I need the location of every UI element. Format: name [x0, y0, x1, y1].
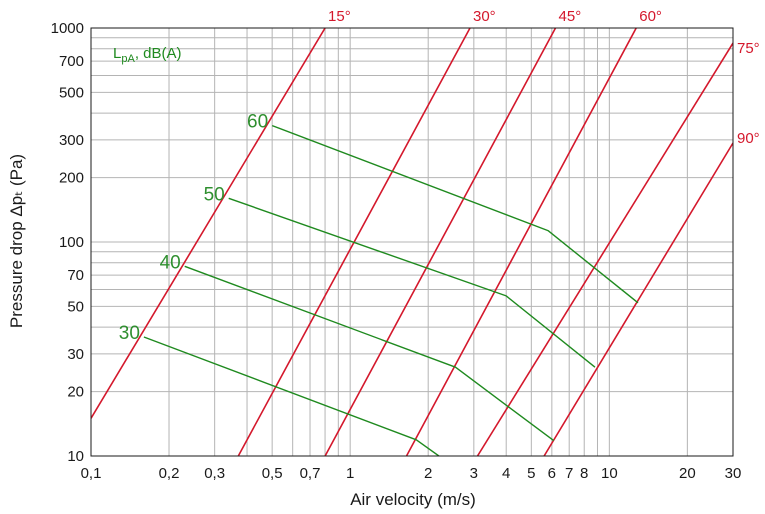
sound-level-line	[143, 336, 440, 456]
damper-angle-line	[91, 28, 326, 419]
damper-angle-line	[543, 142, 733, 456]
x-axis-title: Air velocity (m/s)	[350, 490, 476, 509]
x-tick-label: 6	[548, 465, 556, 482]
x-tick-label: 4	[502, 465, 510, 482]
y-tick-label: 700	[59, 53, 84, 70]
unit-label-sub: pA	[121, 53, 135, 65]
damper-angle-label: 45°	[559, 8, 582, 25]
x-tick-label: 0,2	[159, 465, 180, 482]
damper-angle-label: 90°	[737, 130, 760, 147]
y-tick-label: 30	[67, 346, 84, 363]
sound-level-line	[184, 265, 555, 442]
y-tick-label: 20	[67, 384, 84, 401]
y-tick-label: 1000	[51, 20, 84, 37]
damper-angle-line	[324, 28, 557, 456]
x-tick-label: 0,1	[81, 465, 102, 482]
plot-frame	[90, 27, 734, 457]
y-tick-label: 50	[67, 298, 84, 315]
x-tick-label: 7	[565, 465, 573, 482]
grid	[90, 27, 734, 457]
x-tick-label: 0,5	[262, 465, 283, 482]
x-tick-label: 10	[601, 465, 618, 482]
sound-level-label: 30	[119, 323, 140, 344]
damper-angle-label: 30°	[473, 8, 496, 25]
x-tick-label: 2	[424, 465, 432, 482]
x-tick-label: 20	[679, 465, 696, 482]
y-tick-label: 70	[67, 267, 84, 284]
damper-angle-lines	[91, 28, 733, 456]
unit-label-main: L	[113, 45, 121, 62]
damper-angle-label: 60°	[639, 8, 662, 25]
x-tick-label: 30	[725, 465, 742, 482]
y-tick-label: 100	[59, 234, 84, 251]
x-tick-label: 0,3	[204, 465, 225, 482]
x-tick-label: 0,7	[300, 465, 321, 482]
y-tick-labels: 10 20 30 50 70 100 200 300 500 700 1000	[51, 20, 84, 465]
sound-level-labels: 30 40 50 60	[119, 112, 268, 344]
x-tick-label: 3	[470, 465, 478, 482]
damper-angle-line	[405, 28, 637, 456]
sound-level-label: 60	[247, 112, 268, 133]
x-tick-label: 8	[580, 465, 588, 482]
damper-angle-label: 15°	[328, 8, 351, 25]
sound-level-unit-label: LpA, dB(A)	[113, 45, 182, 65]
y-tick-label: 300	[59, 132, 84, 149]
damper-angle-label: 75°	[737, 40, 760, 57]
y-tick-label: 200	[59, 170, 84, 187]
sound-level-lines	[143, 124, 639, 456]
sound-level-label: 40	[160, 252, 181, 273]
x-tick-labels: 0,1 0,2 0,3 0,5 0,7 1 2 3 4 5 6 7 8 10 20 30	[81, 465, 742, 482]
x-tick-label: 5	[527, 465, 535, 482]
sound-level-label: 50	[204, 184, 225, 205]
y-tick-label: 10	[67, 448, 84, 465]
damper-angle-labels: 15° 30° 45° 60° 75° 90°	[328, 8, 760, 147]
y-axis-title: Pressure drop Δpₜ (Pa)	[7, 154, 26, 328]
sound-level-line	[271, 124, 639, 304]
y-tick-label: 500	[59, 84, 84, 101]
unit-label-rest: , dB(A)	[135, 45, 182, 62]
sound-level-line	[228, 197, 596, 368]
x-tick-label: 1	[346, 465, 354, 482]
damper-angle-line	[476, 42, 733, 456]
